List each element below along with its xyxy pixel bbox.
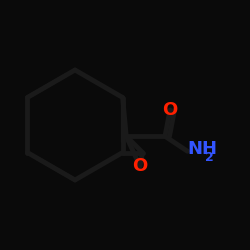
Text: O: O [132, 157, 148, 175]
Text: NH: NH [188, 140, 218, 158]
Text: O: O [162, 101, 178, 119]
Text: 2: 2 [206, 151, 214, 164]
